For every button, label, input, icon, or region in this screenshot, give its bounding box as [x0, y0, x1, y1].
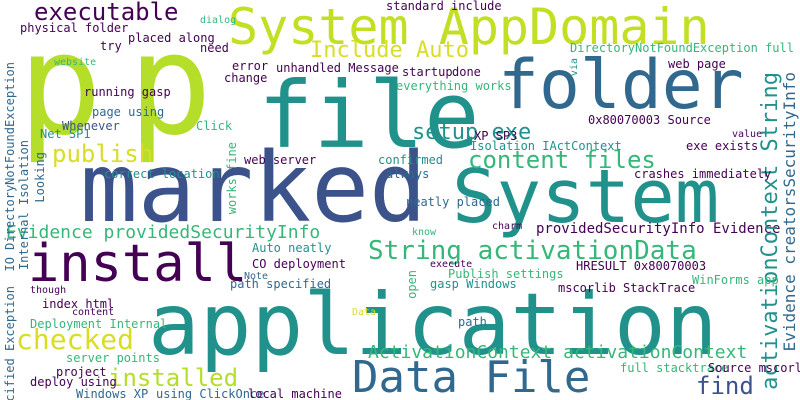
word-crashes-immediately: crashes immediately [634, 168, 771, 180]
word-dialog: dialog [200, 16, 236, 26]
word-activationcontext-activationcontext: ActivationContext activationContext [368, 344, 747, 362]
word-deployment-internal: Deployment Internal [30, 318, 167, 330]
word-click: Click [196, 120, 232, 132]
word-evidence-providedsecurityinfo: Evidence providedSecurityInfo [6, 224, 320, 242]
word-exe-exists: exe exists [686, 140, 758, 152]
word-note: Note [244, 272, 268, 282]
word-internal-isolation: Internal Isolation [18, 140, 30, 270]
word-looking: Looking [34, 152, 46, 203]
word-via: via [570, 58, 580, 76]
word-execute: execute [430, 260, 472, 270]
word-source-mscorlib: Source mscorlib [708, 362, 800, 374]
word-local-machine: local machine [248, 388, 342, 400]
word-mscorlib-stacktrace: mscorlib StackTrace [558, 282, 695, 294]
word-try: try [100, 40, 122, 52]
word-auto-neatly: Auto neatly [252, 242, 331, 254]
word-find: find [696, 374, 754, 398]
word-include-auto: Include Auto [310, 40, 469, 62]
word-physical-folder: physical folder [20, 22, 128, 34]
word-xp-sp3: XP SP3 [474, 130, 517, 142]
word-publish: publish [52, 142, 153, 166]
word-correct-location: correct location [104, 168, 220, 180]
word-install: install [28, 238, 247, 290]
word-change: change [224, 72, 267, 84]
word-confirmed: confirmed [378, 154, 443, 166]
word-page-using: page using [92, 106, 164, 118]
word-charm: charm [492, 222, 522, 232]
word-path: path [458, 316, 487, 328]
word-standard-include: standard include [386, 0, 502, 12]
word-know: know [412, 228, 436, 238]
word-winforms-app: WinForms app [692, 274, 779, 286]
word-running-gasp: running gasp [84, 86, 171, 98]
word-value: value [732, 130, 762, 140]
word-everything-works: everything works [396, 80, 512, 92]
word-co-deployment: CO deployment [252, 258, 346, 270]
word-neatly-placed: neatly placed [406, 196, 500, 208]
word-done: done [452, 66, 481, 78]
word-specified-exception: specified Exception [4, 286, 16, 400]
word-web-server: web server [244, 154, 316, 166]
word-need: need [200, 42, 229, 54]
word-web-page: web page [668, 58, 726, 70]
word-directorynotfoundexception-full: DirectoryNotFoundException full [570, 42, 794, 54]
word-providedsecurityinfo-evidence: providedSecurityInfo Evidence [536, 222, 780, 236]
word-activationcontext-string: activationContext String [760, 72, 782, 390]
word-net-sp1: Net SP1 [40, 128, 91, 140]
word-unhandled-message: unhandled Message [276, 62, 399, 74]
word-evidence-creatorssecurityinfo: Evidence creatorsSecurityInfo [782, 72, 798, 351]
word-io-directorynotfoundexception: IO DirectoryNotFoundException [4, 62, 16, 272]
word-server-points: server points [66, 352, 160, 364]
word-data: Data [352, 308, 376, 318]
word-website: website [54, 58, 96, 68]
word-always: always [386, 168, 429, 180]
word-works-fine: works fine [226, 142, 238, 214]
word-though: though [30, 286, 66, 296]
word-hresult: HRESULT 0x80070003 [576, 260, 706, 272]
word-open: open [406, 270, 418, 299]
word-startup: startup [402, 66, 453, 78]
word-0x80070003-source: 0x80070003 Source [588, 114, 711, 126]
word-content: content [72, 308, 114, 318]
word-gasp-windows: gasp Windows [430, 278, 517, 290]
word-windows-xp: Windows XP [76, 388, 148, 400]
